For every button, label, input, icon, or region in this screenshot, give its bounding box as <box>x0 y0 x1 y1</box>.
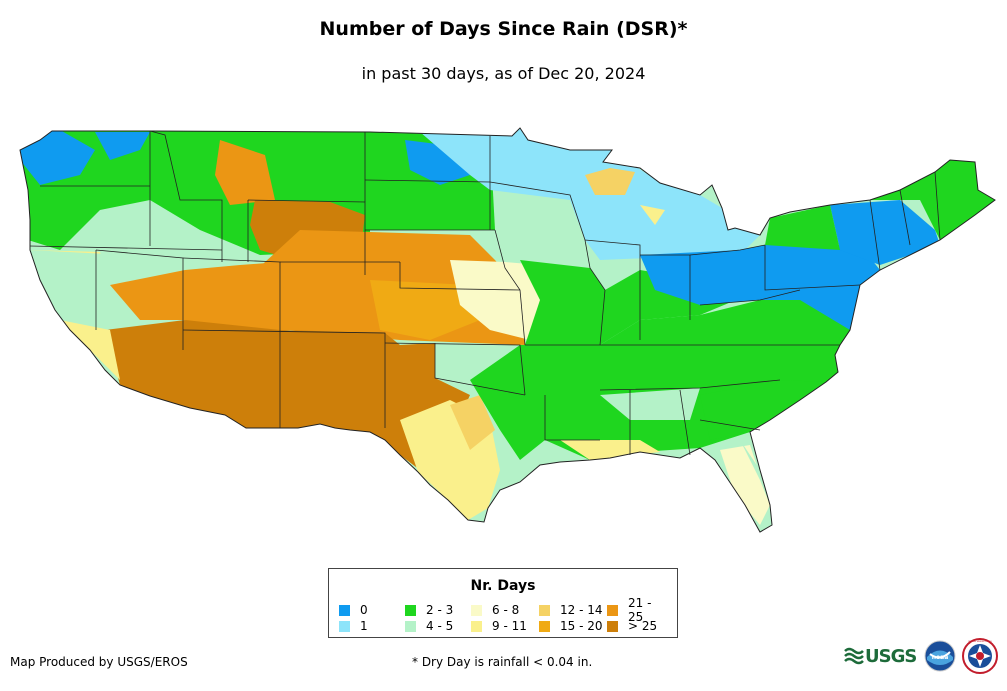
dsr-region <box>765 205 840 250</box>
nws-logo-text: NATIONAL WEATHER SERVICE <box>968 640 992 643</box>
noaa-logo-text: noaa <box>932 654 949 661</box>
legend-item: 21 - 25 <box>607 596 669 624</box>
legend-swatch <box>339 620 350 632</box>
dsr-region <box>20 130 95 185</box>
dsr-region <box>830 200 940 265</box>
usgs-waves-icon <box>844 647 864 665</box>
dsr-region <box>585 168 635 195</box>
legend-swatch <box>471 620 482 632</box>
dsr-region <box>720 445 770 525</box>
legend-swatch <box>607 620 618 632</box>
legend-swatch <box>607 604 618 616</box>
usgs-logo: USGS <box>844 642 918 670</box>
legend-label: 1 <box>360 619 368 633</box>
legend-item: 9 - 11 <box>471 618 539 634</box>
legend-label: 21 - 25 <box>628 596 652 624</box>
legend-label: > 25 <box>628 619 658 633</box>
legend-swatch <box>405 604 416 616</box>
usgs-logo-text: USGS <box>865 645 917 667</box>
dsr-region <box>870 160 995 240</box>
dsr-region <box>215 140 275 205</box>
legend-item: 4 - 5 <box>405 618 471 634</box>
legend-item: 15 - 20 <box>539 618 607 634</box>
dsr-region <box>600 388 700 420</box>
legend-item: 6 - 8 <box>471 602 539 618</box>
legend-swatch <box>339 604 350 616</box>
legend-item: 0 <box>339 602 405 618</box>
nws-logo-icon: NATIONAL WEATHER SERVICE <box>962 638 998 674</box>
legend-label: 0 <box>360 603 368 617</box>
legend-item: 2 - 3 <box>405 602 471 618</box>
legend-grid: 0 1 2 - 3 4 - 5 6 - 8 9 - 11 12 - 14 15 - 20 21 … <box>339 596 669 636</box>
dsr-region <box>95 132 150 160</box>
legend-label: 15 - 20 <box>560 619 603 633</box>
footnote-text: * Dry Day is rainfall < 0.04 in. <box>412 655 593 669</box>
legend-label: 9 - 11 <box>492 619 527 633</box>
dsr-region <box>450 395 495 450</box>
state-borders <box>29 130 941 456</box>
legend-swatch <box>539 604 550 616</box>
noaa-logo-icon: noaa <box>924 640 956 672</box>
map-subtitle: in past 30 days, as of Dec 20, 2024 <box>361 64 646 83</box>
legend-label: 12 - 14 <box>560 603 603 617</box>
legend-swatch <box>405 620 416 632</box>
map-title: Number of Days Since Rain (DSR)* <box>319 18 688 40</box>
credit-text: Map Produced by USGS/EROS <box>10 655 188 669</box>
us-dsr-map <box>19 127 996 533</box>
dsr-region <box>370 280 480 340</box>
legend-label: 2 - 3 <box>426 603 454 617</box>
us-outline <box>19 127 996 533</box>
dsr-region <box>420 128 760 260</box>
legend-label: 6 - 8 <box>492 603 520 617</box>
dsr-region <box>640 245 880 330</box>
dsr-region <box>560 440 660 460</box>
legend-item: > 25 <box>607 618 669 634</box>
legend-label: 4 - 5 <box>426 619 454 633</box>
dsr-region <box>110 262 290 335</box>
legend: Nr. Days 0 1 2 - 3 4 - 5 6 - 8 9 - 11 12 - 14 1… <box>328 568 678 638</box>
dsr-region <box>405 140 470 185</box>
legend-swatch <box>471 604 482 616</box>
legend-swatch <box>539 620 550 632</box>
dsr-region <box>105 320 470 470</box>
dsr-region <box>640 205 665 225</box>
legend-title: Nr. Days <box>470 578 536 594</box>
legend-item: 1 <box>339 618 405 634</box>
legend-item: 12 - 14 <box>539 602 607 618</box>
